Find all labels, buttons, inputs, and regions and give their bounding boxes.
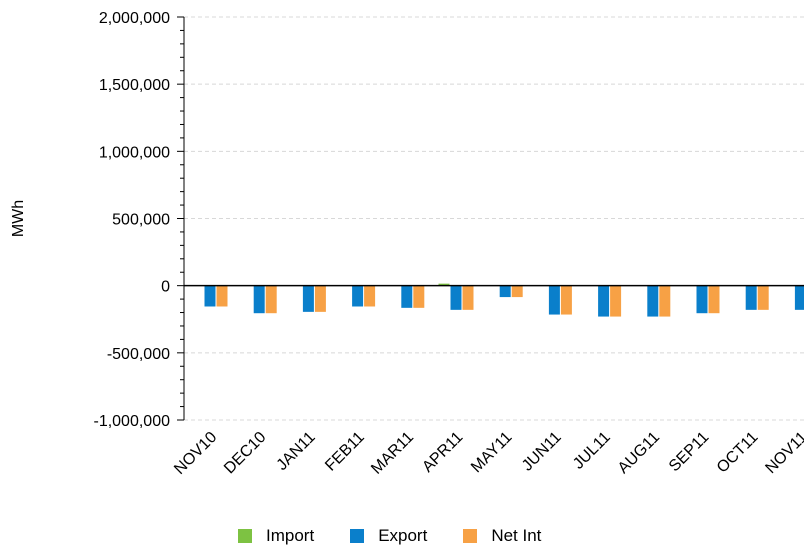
tick-labels: -1,000,000 -500,000 0 500,000 1,000,000 1,500… <box>93 10 804 478</box>
bar-net-int <box>708 285 720 314</box>
y-tick-label: -500,000 <box>107 346 170 363</box>
bar-net-int <box>511 285 523 298</box>
x-tick-label: FEB11 <box>322 429 368 475</box>
axes <box>177 16 804 421</box>
legend-label-export: Export <box>378 526 428 545</box>
y-tick-label: 2,000,000 <box>99 10 170 27</box>
x-tick-label: OCT11 <box>714 429 762 477</box>
x-tick-label: SEP11 <box>666 429 712 475</box>
legend-label-net-int: Net Int <box>491 526 542 545</box>
x-tick-label: NOV11 <box>762 429 804 477</box>
y-tick-label: -1,000,000 <box>93 413 170 430</box>
bar-net-int <box>216 285 228 307</box>
legend-swatch-net-int <box>463 529 478 543</box>
bar-export <box>696 285 708 314</box>
y-tick-label: 1,500,000 <box>99 77 170 94</box>
bar-export <box>499 285 511 298</box>
bar-export <box>352 285 364 307</box>
legend: Import Export Net Int <box>238 524 577 548</box>
x-tick-label: AUG11 <box>615 429 663 477</box>
legend-label-import: Import <box>266 526 315 545</box>
bar-export <box>745 285 757 310</box>
x-tick-label: JAN11 <box>274 429 319 474</box>
x-tick-label: MAY11 <box>468 429 516 477</box>
bar-net-int <box>265 285 277 314</box>
y-axis-label: MWh <box>10 200 27 237</box>
x-tick-label: APR11 <box>419 429 466 476</box>
bar-export <box>450 285 462 310</box>
gridlines <box>184 16 804 421</box>
bar-net-int <box>757 285 769 310</box>
bar-net-int <box>560 285 572 315</box>
bar-net-int <box>413 285 425 308</box>
legend-item-export: Export <box>350 526 427 546</box>
y-tick-label: 1,000,000 <box>99 144 170 161</box>
bar-export <box>794 285 804 310</box>
y-tick-label: 0 <box>161 279 170 296</box>
legend-item-net-int: Net Int <box>463 526 541 546</box>
bar-net-int <box>462 285 474 310</box>
legend-swatch-export <box>350 529 365 543</box>
bars <box>204 283 804 317</box>
x-tick-label: MAR11 <box>368 429 417 478</box>
legend-item-import: Import <box>238 526 314 546</box>
bar-export <box>302 285 314 312</box>
y-tick-label: 500,000 <box>112 212 170 229</box>
bar-import <box>438 283 450 286</box>
bar-export <box>647 285 659 317</box>
x-tick-label: NOV10 <box>171 429 220 478</box>
bar-export <box>401 285 413 308</box>
bar-export <box>253 285 265 314</box>
bar-net-int <box>314 285 326 312</box>
bar-net-int <box>364 285 376 307</box>
bar-net-int <box>659 285 671 317</box>
x-tick-label: DEC10 <box>221 429 270 478</box>
legend-swatch-import <box>238 529 252 543</box>
bar-export <box>598 285 610 317</box>
bar-export <box>548 285 560 315</box>
x-tick-label: JUL11 <box>570 429 614 473</box>
bar-export <box>204 285 216 307</box>
x-tick-label: JUN11 <box>519 429 565 475</box>
bar-net-int <box>610 285 622 317</box>
